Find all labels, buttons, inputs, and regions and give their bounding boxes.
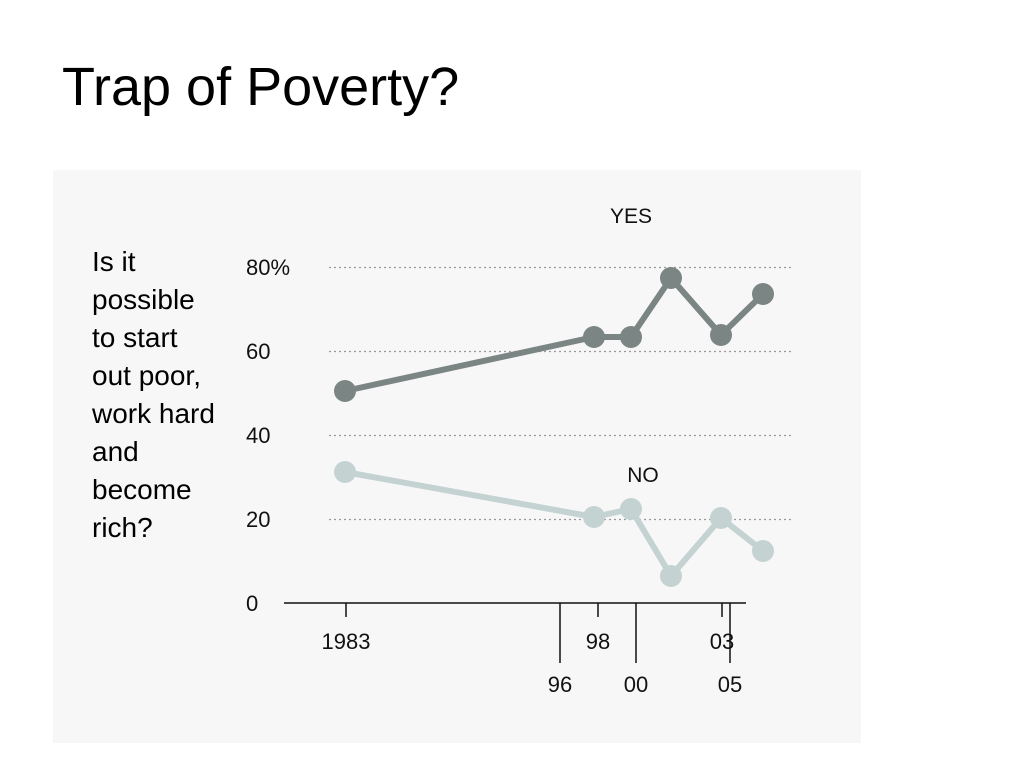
x-tick-label: 05 — [718, 672, 742, 697]
y-tick-label: 20 — [246, 507, 270, 532]
data-point-no — [334, 461, 356, 483]
data-point-yes — [620, 326, 642, 348]
data-point-yes — [660, 267, 682, 289]
y-tick-label: 80% — [246, 255, 290, 280]
data-point-no — [660, 565, 682, 587]
chart-panel: 0 20 40 60 80% 1983 98 03 96 00 05 YES NO — [53, 170, 861, 743]
slide-title: Trap of Poverty? — [62, 57, 460, 117]
series-label-no: NO — [627, 464, 659, 487]
data-point-yes — [583, 326, 605, 348]
x-tick-label: 98 — [586, 629, 610, 654]
data-point-yes — [710, 324, 732, 346]
y-tick-label: 40 — [246, 423, 270, 448]
x-tick-label: 00 — [624, 672, 648, 697]
data-point-no — [710, 507, 732, 529]
y-tick-label: 0 — [246, 591, 258, 616]
series-label-yes: YES — [610, 205, 652, 228]
series-line-no — [344, 469, 765, 579]
data-point-no — [752, 540, 774, 562]
x-tick-label: 1983 — [322, 629, 371, 654]
data-point-no — [583, 506, 605, 528]
y-tick-label: 60 — [246, 339, 270, 364]
data-point-yes — [752, 283, 774, 305]
data-point-yes — [334, 380, 356, 402]
x-tick-label: 96 — [548, 672, 572, 697]
chart-question: Is it possible to start out poor, work h… — [92, 246, 215, 543]
series-line-yes — [344, 275, 766, 394]
data-point-no — [620, 498, 642, 520]
